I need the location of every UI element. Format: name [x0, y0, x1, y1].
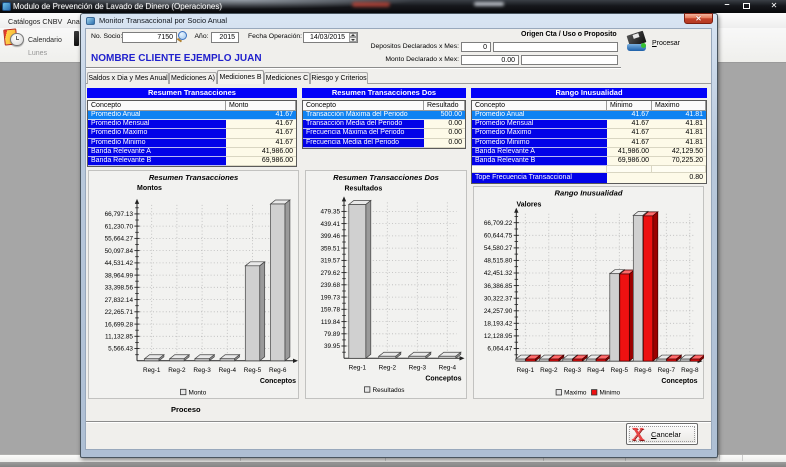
svg-text:Reg-3: Reg-3: [193, 366, 211, 373]
svg-text:Reg-4: Reg-4: [438, 364, 456, 371]
svg-text:Reg-4: Reg-4: [219, 366, 237, 373]
svg-text:Reg-6: Reg-6: [634, 367, 652, 374]
svg-text:359.51: 359.51: [320, 245, 340, 252]
svg-text:11,132.85: 11,132.85: [105, 333, 133, 340]
svg-text:79.89: 79.89: [324, 331, 340, 338]
svg-text:239.68: 239.68: [320, 282, 340, 289]
svg-text:33,398.56: 33,398.56: [105, 284, 134, 291]
svg-text:159.78: 159.78: [320, 306, 340, 313]
svg-text:Rango Inusualidad: Rango Inusualidad: [554, 189, 622, 198]
svg-text:Reg-7: Reg-7: [657, 367, 675, 374]
svg-text:Reg-8: Reg-8: [681, 367, 699, 374]
svg-text:Resumen Transacciones Dos: Resumen Transacciones Dos: [333, 173, 439, 182]
svg-text:Resultados: Resultados: [372, 386, 404, 393]
svg-text:Reg-6: Reg-6: [269, 366, 287, 373]
svg-text:Resumen Transacciones: Resumen Transacciones: [149, 173, 238, 182]
svg-text:61,230.70: 61,230.70: [105, 223, 134, 230]
svg-text:30,322.37: 30,322.37: [483, 295, 512, 302]
svg-text:Maximo: Maximo: [564, 390, 587, 397]
svg-text:48,515.80: 48,515.80: [483, 258, 512, 265]
svg-text:55,664.27: 55,664.27: [105, 235, 134, 242]
svg-text:66,709.22: 66,709.22: [483, 220, 512, 227]
svg-text:Reg-3: Reg-3: [408, 364, 426, 371]
svg-text:319.57: 319.57: [320, 257, 340, 264]
svg-text:Reg-1: Reg-1: [348, 364, 366, 371]
svg-text:12,128.95: 12,128.95: [483, 333, 512, 340]
svg-text:439.41: 439.41: [320, 220, 340, 227]
svg-text:50,097.84: 50,097.84: [105, 247, 134, 254]
svg-text:399.46: 399.46: [320, 233, 340, 240]
svg-text:119.84: 119.84: [320, 318, 340, 325]
svg-text:Reg-1: Reg-1: [143, 366, 161, 373]
svg-text:Reg-5: Reg-5: [244, 366, 262, 373]
svg-text:18,193.42: 18,193.42: [483, 321, 512, 328]
svg-text:Valores: Valores: [516, 202, 541, 209]
svg-text:Reg-3: Reg-3: [563, 367, 581, 374]
svg-text:Reg-2: Reg-2: [168, 366, 186, 373]
svg-text:6,064.47: 6,064.47: [487, 346, 512, 353]
svg-text:Montos: Montos: [137, 185, 162, 192]
svg-text:5,566.43: 5,566.43: [108, 345, 133, 352]
svg-text:22,265.71: 22,265.71: [105, 309, 134, 316]
svg-text:54,580.27: 54,580.27: [483, 245, 512, 252]
svg-text:Minimo: Minimo: [599, 390, 620, 397]
svg-text:44,531.42: 44,531.42: [105, 260, 134, 267]
svg-text:42,451.32: 42,451.32: [483, 270, 512, 277]
svg-text:479.35: 479.35: [320, 208, 340, 215]
svg-text:Conceptos: Conceptos: [425, 375, 461, 382]
svg-text:38,964.99: 38,964.99: [105, 272, 134, 279]
svg-text:Reg-4: Reg-4: [587, 367, 605, 374]
svg-text:66,797.13: 66,797.13: [105, 211, 134, 218]
svg-text:199.73: 199.73: [320, 294, 340, 301]
svg-text:27,832.14: 27,832.14: [105, 296, 134, 303]
svg-text:Reg-2: Reg-2: [540, 367, 558, 374]
svg-text:Reg-2: Reg-2: [378, 364, 396, 371]
svg-text:Resultados: Resultados: [344, 185, 382, 192]
svg-text:24,257.90: 24,257.90: [483, 308, 512, 315]
svg-text:Conceptos: Conceptos: [260, 377, 296, 384]
svg-text:279.62: 279.62: [320, 269, 340, 276]
svg-text:Monto: Monto: [189, 389, 207, 396]
svg-text:16,699.28: 16,699.28: [105, 321, 134, 328]
svg-text:39.95: 39.95: [324, 343, 340, 350]
svg-text:Reg-1: Reg-1: [516, 367, 534, 374]
svg-text:Reg-5: Reg-5: [610, 367, 628, 374]
svg-text:60,644.75: 60,644.75: [483, 233, 512, 240]
svg-text:36,386.85: 36,386.85: [483, 283, 512, 290]
svg-text:Conceptos: Conceptos: [661, 378, 697, 385]
